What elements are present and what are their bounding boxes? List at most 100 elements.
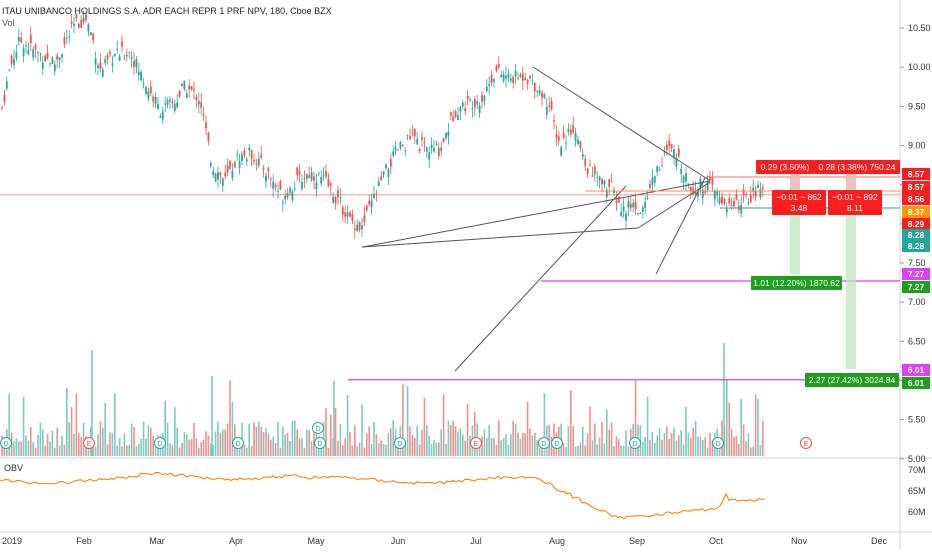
candle-body xyxy=(212,171,215,176)
volume-bar xyxy=(145,438,147,456)
candle-body xyxy=(536,91,539,92)
candle-body xyxy=(329,183,332,186)
volume-bar xyxy=(565,446,567,456)
volume-bar xyxy=(514,423,517,456)
candle-body xyxy=(514,70,517,77)
volume-bar xyxy=(282,426,284,456)
candle-body xyxy=(236,154,239,156)
volume-bar xyxy=(193,422,195,456)
candle-body xyxy=(718,197,721,204)
candle-body xyxy=(687,183,690,185)
candle-body xyxy=(142,83,145,85)
volume-bar xyxy=(260,426,262,456)
volume-bar xyxy=(574,446,577,456)
candle-body xyxy=(385,164,387,169)
event-marker-label: D xyxy=(157,441,162,448)
candle-body xyxy=(574,132,577,141)
volume-bar xyxy=(236,445,238,456)
volume-bar xyxy=(613,446,615,456)
volume-bar xyxy=(493,438,495,456)
candle-body xyxy=(344,212,347,217)
volume-bar xyxy=(409,426,411,456)
event-marker-label: D xyxy=(397,441,402,448)
volume-bar xyxy=(440,429,442,456)
volume-bar xyxy=(466,403,469,456)
candle-body xyxy=(109,52,111,55)
volume-bar xyxy=(363,447,366,456)
candle-body xyxy=(317,173,320,175)
volume-bar xyxy=(452,420,454,456)
candle-body xyxy=(531,80,534,82)
volume-bar xyxy=(411,435,414,456)
candle-body xyxy=(361,225,363,230)
volume-bar xyxy=(274,443,277,456)
candle-body xyxy=(497,63,500,68)
event-marker xyxy=(538,437,550,449)
candle-body xyxy=(260,154,263,158)
volume-bar xyxy=(690,437,692,456)
volume-bar xyxy=(742,424,745,456)
event-marker-label: D xyxy=(3,441,8,448)
obv-tick-label: 60M xyxy=(908,507,926,517)
volume-bar xyxy=(618,439,620,456)
volume-bar xyxy=(308,430,310,456)
volume-bar xyxy=(207,435,210,456)
candle-body xyxy=(123,57,126,59)
candle-body xyxy=(1,106,3,109)
volume-bar xyxy=(176,427,178,456)
volume-bar xyxy=(267,433,270,456)
volume-bar xyxy=(284,434,286,456)
volume-bar xyxy=(25,435,27,456)
candle-body xyxy=(164,103,167,105)
candle-body xyxy=(392,151,395,156)
y-tick-label: 9.50 xyxy=(908,101,926,111)
volume-bar xyxy=(392,420,394,456)
volume-bar xyxy=(586,433,589,456)
candle-body xyxy=(137,71,140,76)
candle-body xyxy=(601,179,603,184)
candle-body xyxy=(598,176,601,181)
volume-bar xyxy=(294,420,296,456)
volume-bar xyxy=(406,385,409,456)
measure-box xyxy=(751,276,842,290)
volume-bar xyxy=(541,446,543,456)
volume-bar xyxy=(620,445,622,456)
volume-bar xyxy=(138,443,140,456)
event-marker-label: D xyxy=(554,441,559,448)
candle-body xyxy=(457,115,459,121)
candle-body xyxy=(106,55,109,60)
candle-body xyxy=(70,21,73,24)
candle-body xyxy=(569,129,572,135)
volume-bar xyxy=(262,432,265,456)
volume-bar xyxy=(572,425,574,456)
candle-body xyxy=(656,166,659,173)
candle-body xyxy=(533,82,536,92)
price-axis-label: 8.56 xyxy=(908,194,925,204)
candle-body xyxy=(202,114,205,116)
volume-bar xyxy=(198,447,200,456)
symbol-title: ITAU UNIBANCO HOLDINGS S.A. ADR EACH REP… xyxy=(2,6,332,16)
volume-bar xyxy=(442,394,445,456)
volume-bar xyxy=(445,443,447,456)
obv-tick-label: 70M xyxy=(908,465,926,475)
volume-bar xyxy=(205,431,207,456)
volume-bar xyxy=(18,441,20,456)
volume-bar xyxy=(116,445,118,456)
candle-body xyxy=(265,175,267,182)
candle-body xyxy=(704,191,707,193)
candle-body xyxy=(430,144,433,149)
volume-bar xyxy=(704,437,706,456)
candle-body xyxy=(346,212,349,217)
candle-body xyxy=(677,148,680,157)
volume-bar xyxy=(459,428,462,456)
volume-bar xyxy=(706,447,709,456)
candle-body xyxy=(197,101,200,105)
volume-bar xyxy=(666,426,668,456)
candle-body xyxy=(185,93,188,98)
volume-bar xyxy=(488,425,490,456)
volume-bar xyxy=(570,390,572,456)
volume-bar xyxy=(66,388,68,456)
volume-bar xyxy=(601,421,603,456)
volume-bar xyxy=(22,396,25,456)
